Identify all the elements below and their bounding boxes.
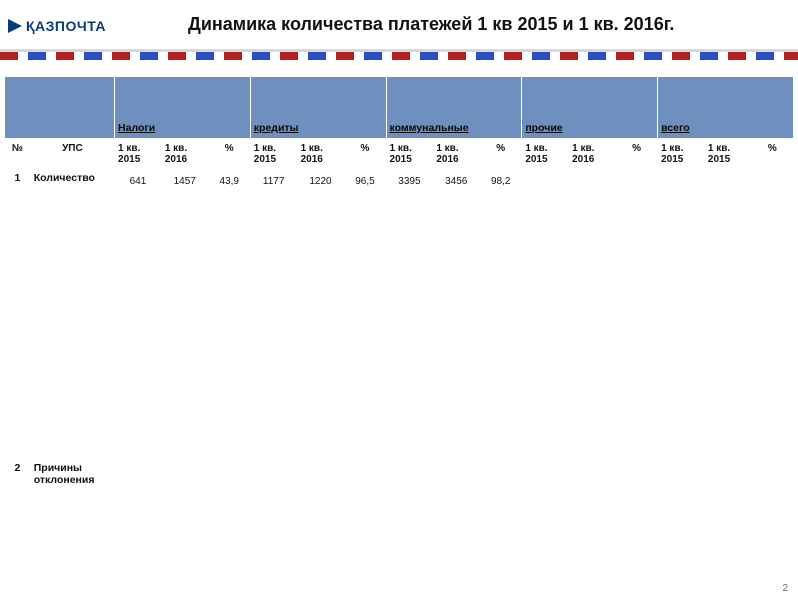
group-other: прочие xyxy=(522,77,658,139)
payments-table: Налоги кредиты коммунальные прочие всего… xyxy=(4,76,794,500)
col-pct: % xyxy=(751,139,793,170)
row-num: 2 xyxy=(5,460,31,500)
cell xyxy=(569,460,616,500)
cell: 1220 xyxy=(297,170,344,460)
col-q1-2016: 1 кв. 2016 xyxy=(433,139,480,170)
group-taxes: Налоги xyxy=(115,77,251,139)
col-q1-2015: 1 кв. 2015 xyxy=(386,139,433,170)
cell: 96,5 xyxy=(344,170,386,460)
col-q1-2016: 1 кв. 2016 xyxy=(569,139,616,170)
group-credits: кредиты xyxy=(250,77,386,139)
group-total: всего xyxy=(658,77,794,139)
col-q1-2015: 1 кв. 2015 xyxy=(522,139,569,170)
cell xyxy=(751,170,793,460)
sub-header-row: № УПС 1 кв. 2015 1 кв. 2016 % 1 кв. 2015… xyxy=(5,139,794,170)
airmail-stripe xyxy=(0,52,798,60)
row-label: Количество xyxy=(30,170,114,460)
col-num: № xyxy=(5,139,31,170)
group-header-row: Налоги кредиты коммунальные прочие всего xyxy=(5,77,794,139)
col-pct: % xyxy=(480,139,522,170)
cell xyxy=(704,460,751,500)
cell xyxy=(208,460,250,500)
cell xyxy=(433,460,480,500)
group-header-empty xyxy=(5,77,115,139)
header: ҚАЗПОЧТА Динамика количества платежей 1 … xyxy=(0,0,798,58)
col-q1-2015: 1 кв. 2015 xyxy=(658,139,705,170)
cell xyxy=(161,460,208,500)
cell: 641 xyxy=(115,170,162,460)
col-q1-2016: 1 кв. 2016 xyxy=(297,139,344,170)
col-q1-2015b: 1 кв. 2015 xyxy=(704,139,751,170)
cell: 1177 xyxy=(250,170,297,460)
logo: ҚАЗПОЧТА xyxy=(8,18,106,34)
cell xyxy=(615,460,657,500)
cell xyxy=(250,460,297,500)
cell xyxy=(480,460,522,500)
col-pct: % xyxy=(615,139,657,170)
cell xyxy=(297,460,344,500)
page-number: 2 xyxy=(782,583,788,594)
cell xyxy=(704,170,751,460)
row-label: Причины отклонения xyxy=(30,460,114,500)
col-q1-2015: 1 кв. 2015 xyxy=(250,139,297,170)
cell: 3395 xyxy=(386,170,433,460)
page-title: Динамика количества платежей 1 кв 2015 и… xyxy=(188,14,674,35)
table-row-qty: 1 Количество 641 1457 43,9 1177 1220 96,… xyxy=(5,170,794,460)
cell xyxy=(522,170,569,460)
col-pct: % xyxy=(344,139,386,170)
group-utilities: коммунальные xyxy=(386,77,522,139)
col-pct: % xyxy=(208,139,250,170)
cell: 1457 xyxy=(161,170,208,460)
cell xyxy=(344,460,386,500)
cell xyxy=(569,170,616,460)
cell xyxy=(751,460,793,500)
cell xyxy=(522,460,569,500)
cell: 98,2 xyxy=(480,170,522,460)
col-q1-2016: 1 кв. 2016 xyxy=(161,139,208,170)
col-q1-2015: 1 кв. 2015 xyxy=(115,139,162,170)
logo-icon xyxy=(8,19,22,33)
row-num: 1 xyxy=(5,170,31,460)
cell xyxy=(615,170,657,460)
cell xyxy=(386,460,433,500)
cell: 43,9 xyxy=(208,170,250,460)
table-row-deviation: 2 Причины отклонения xyxy=(5,460,794,500)
cell xyxy=(658,170,705,460)
logo-text: ҚАЗПОЧТА xyxy=(26,18,106,34)
cell xyxy=(658,460,705,500)
col-ups: УПС xyxy=(30,139,114,170)
cell xyxy=(115,460,162,500)
cell: 3456 xyxy=(433,170,480,460)
